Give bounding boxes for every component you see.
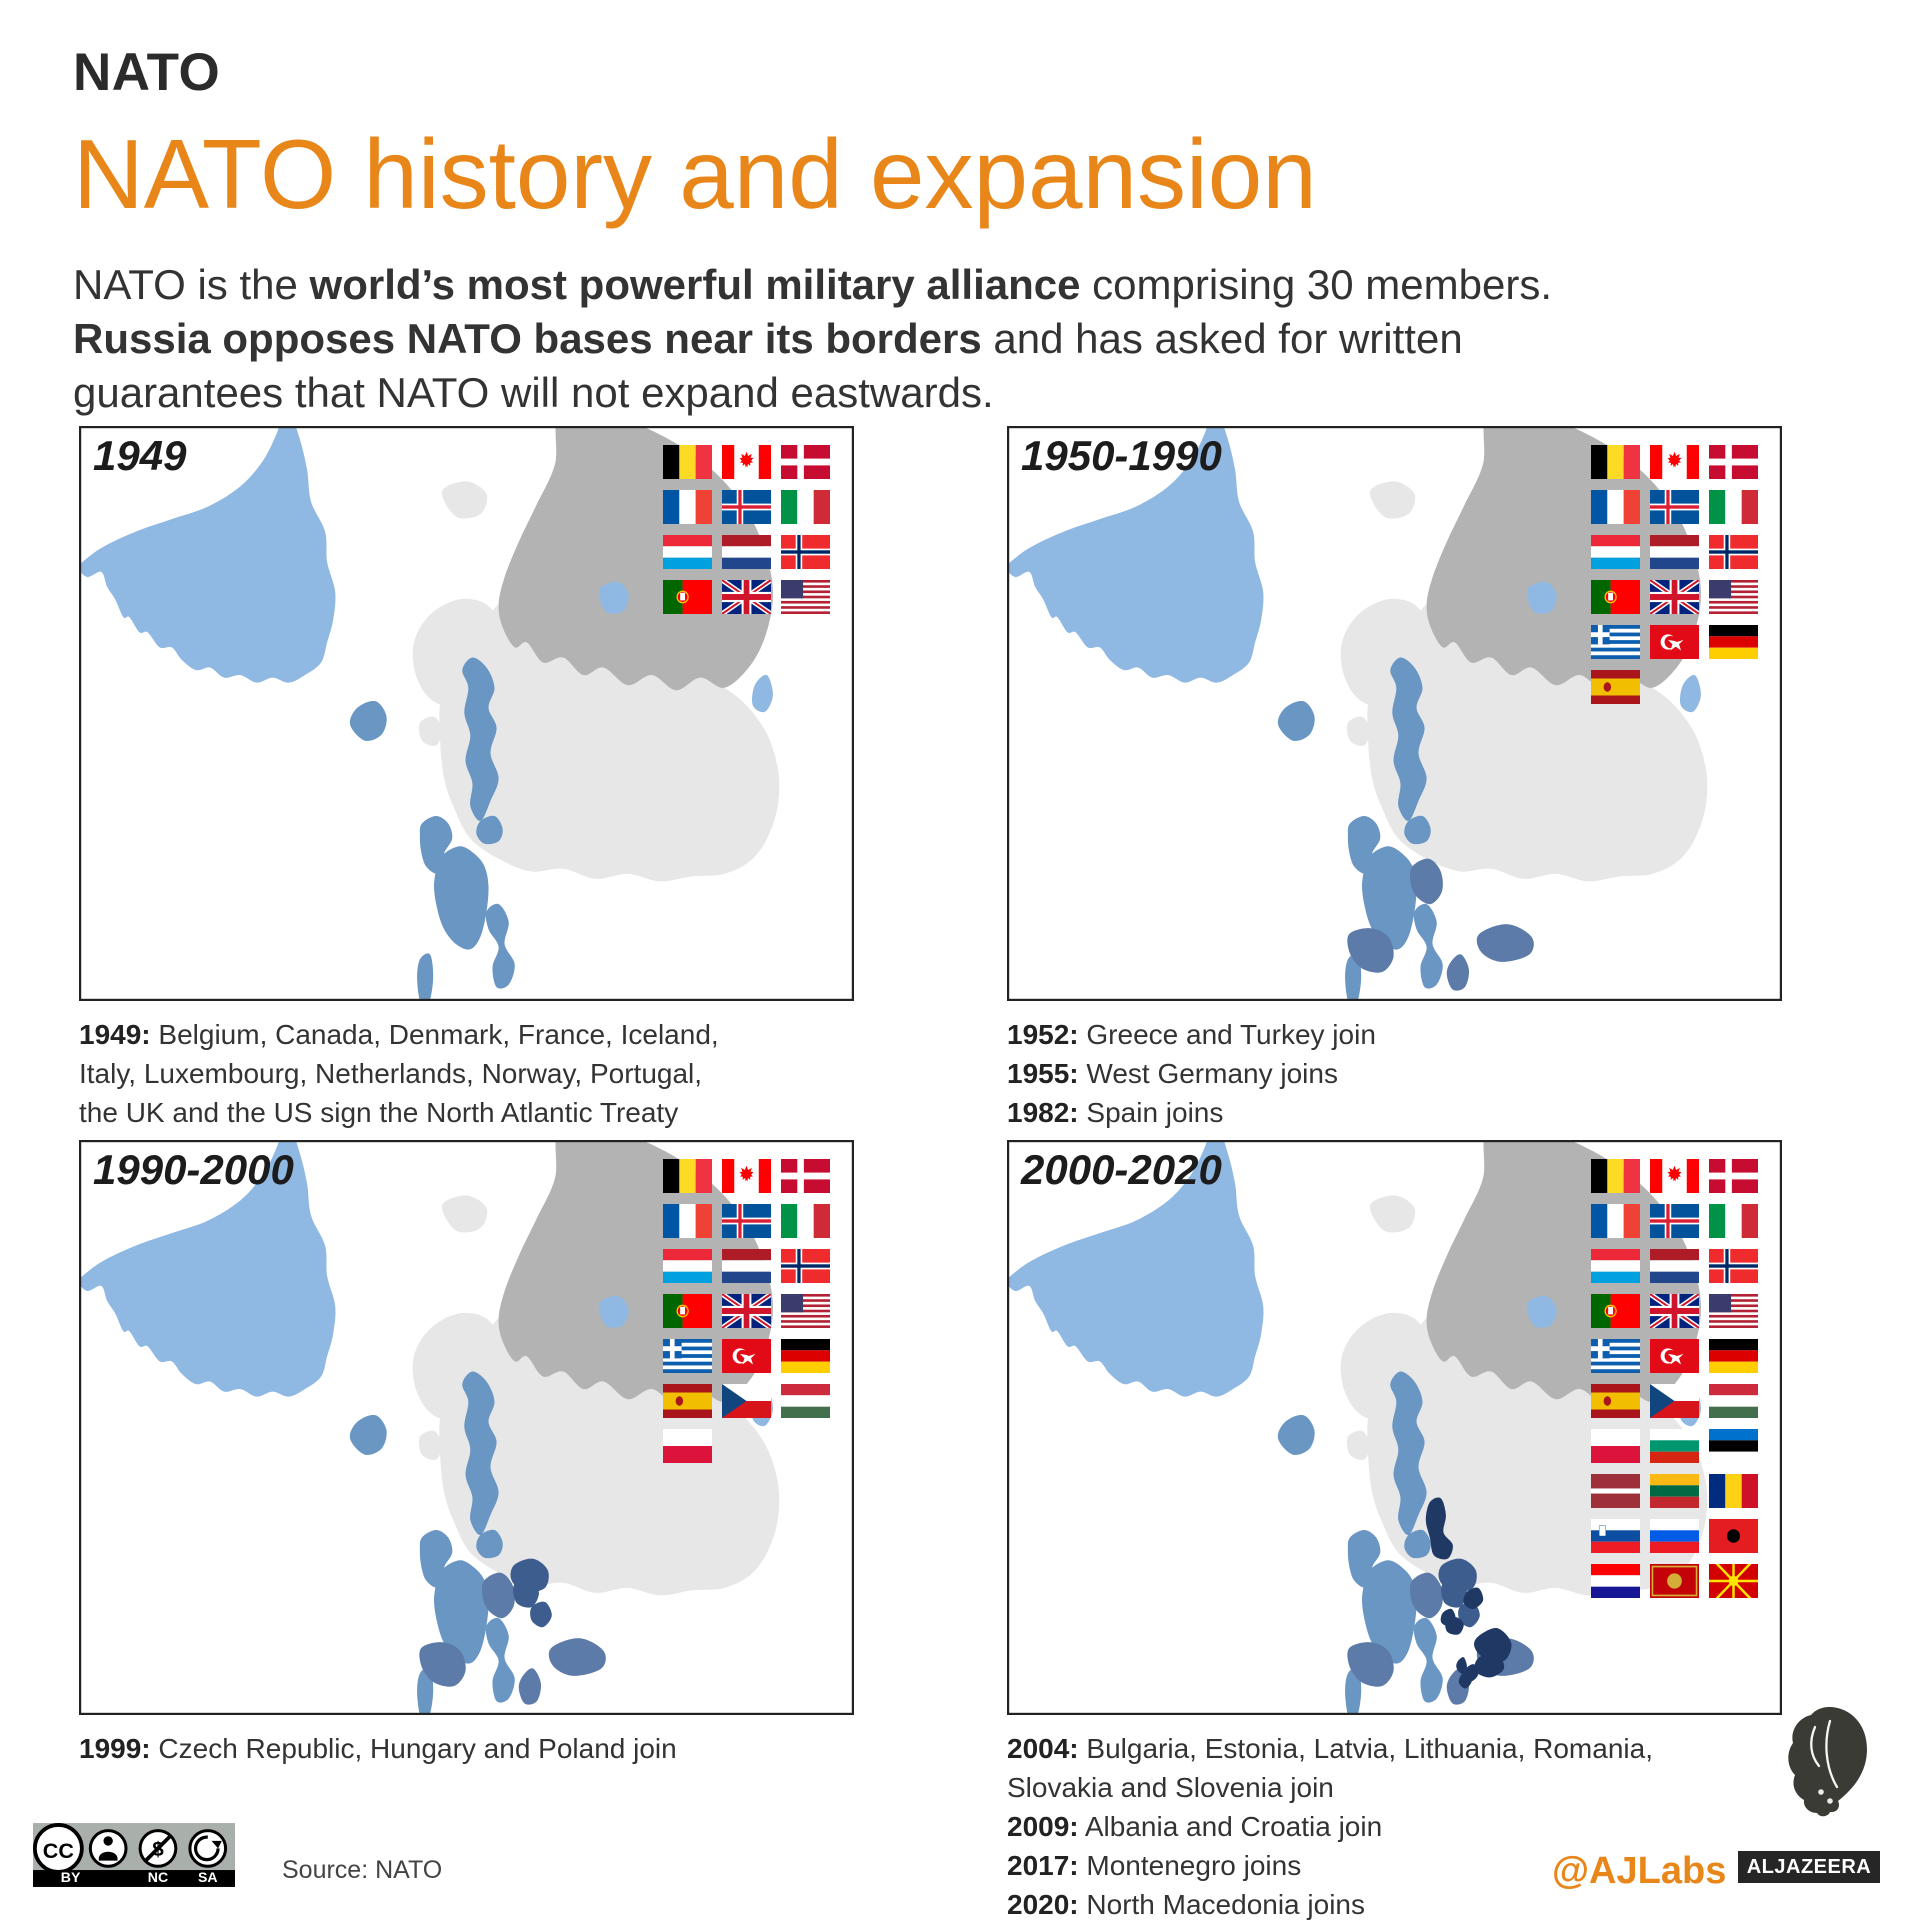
svg-text:SA: SA xyxy=(198,1869,218,1885)
svg-text:NC: NC xyxy=(148,1869,168,1885)
svg-text:BY: BY xyxy=(61,1869,81,1885)
svg-text:CC: CC xyxy=(43,1838,74,1863)
